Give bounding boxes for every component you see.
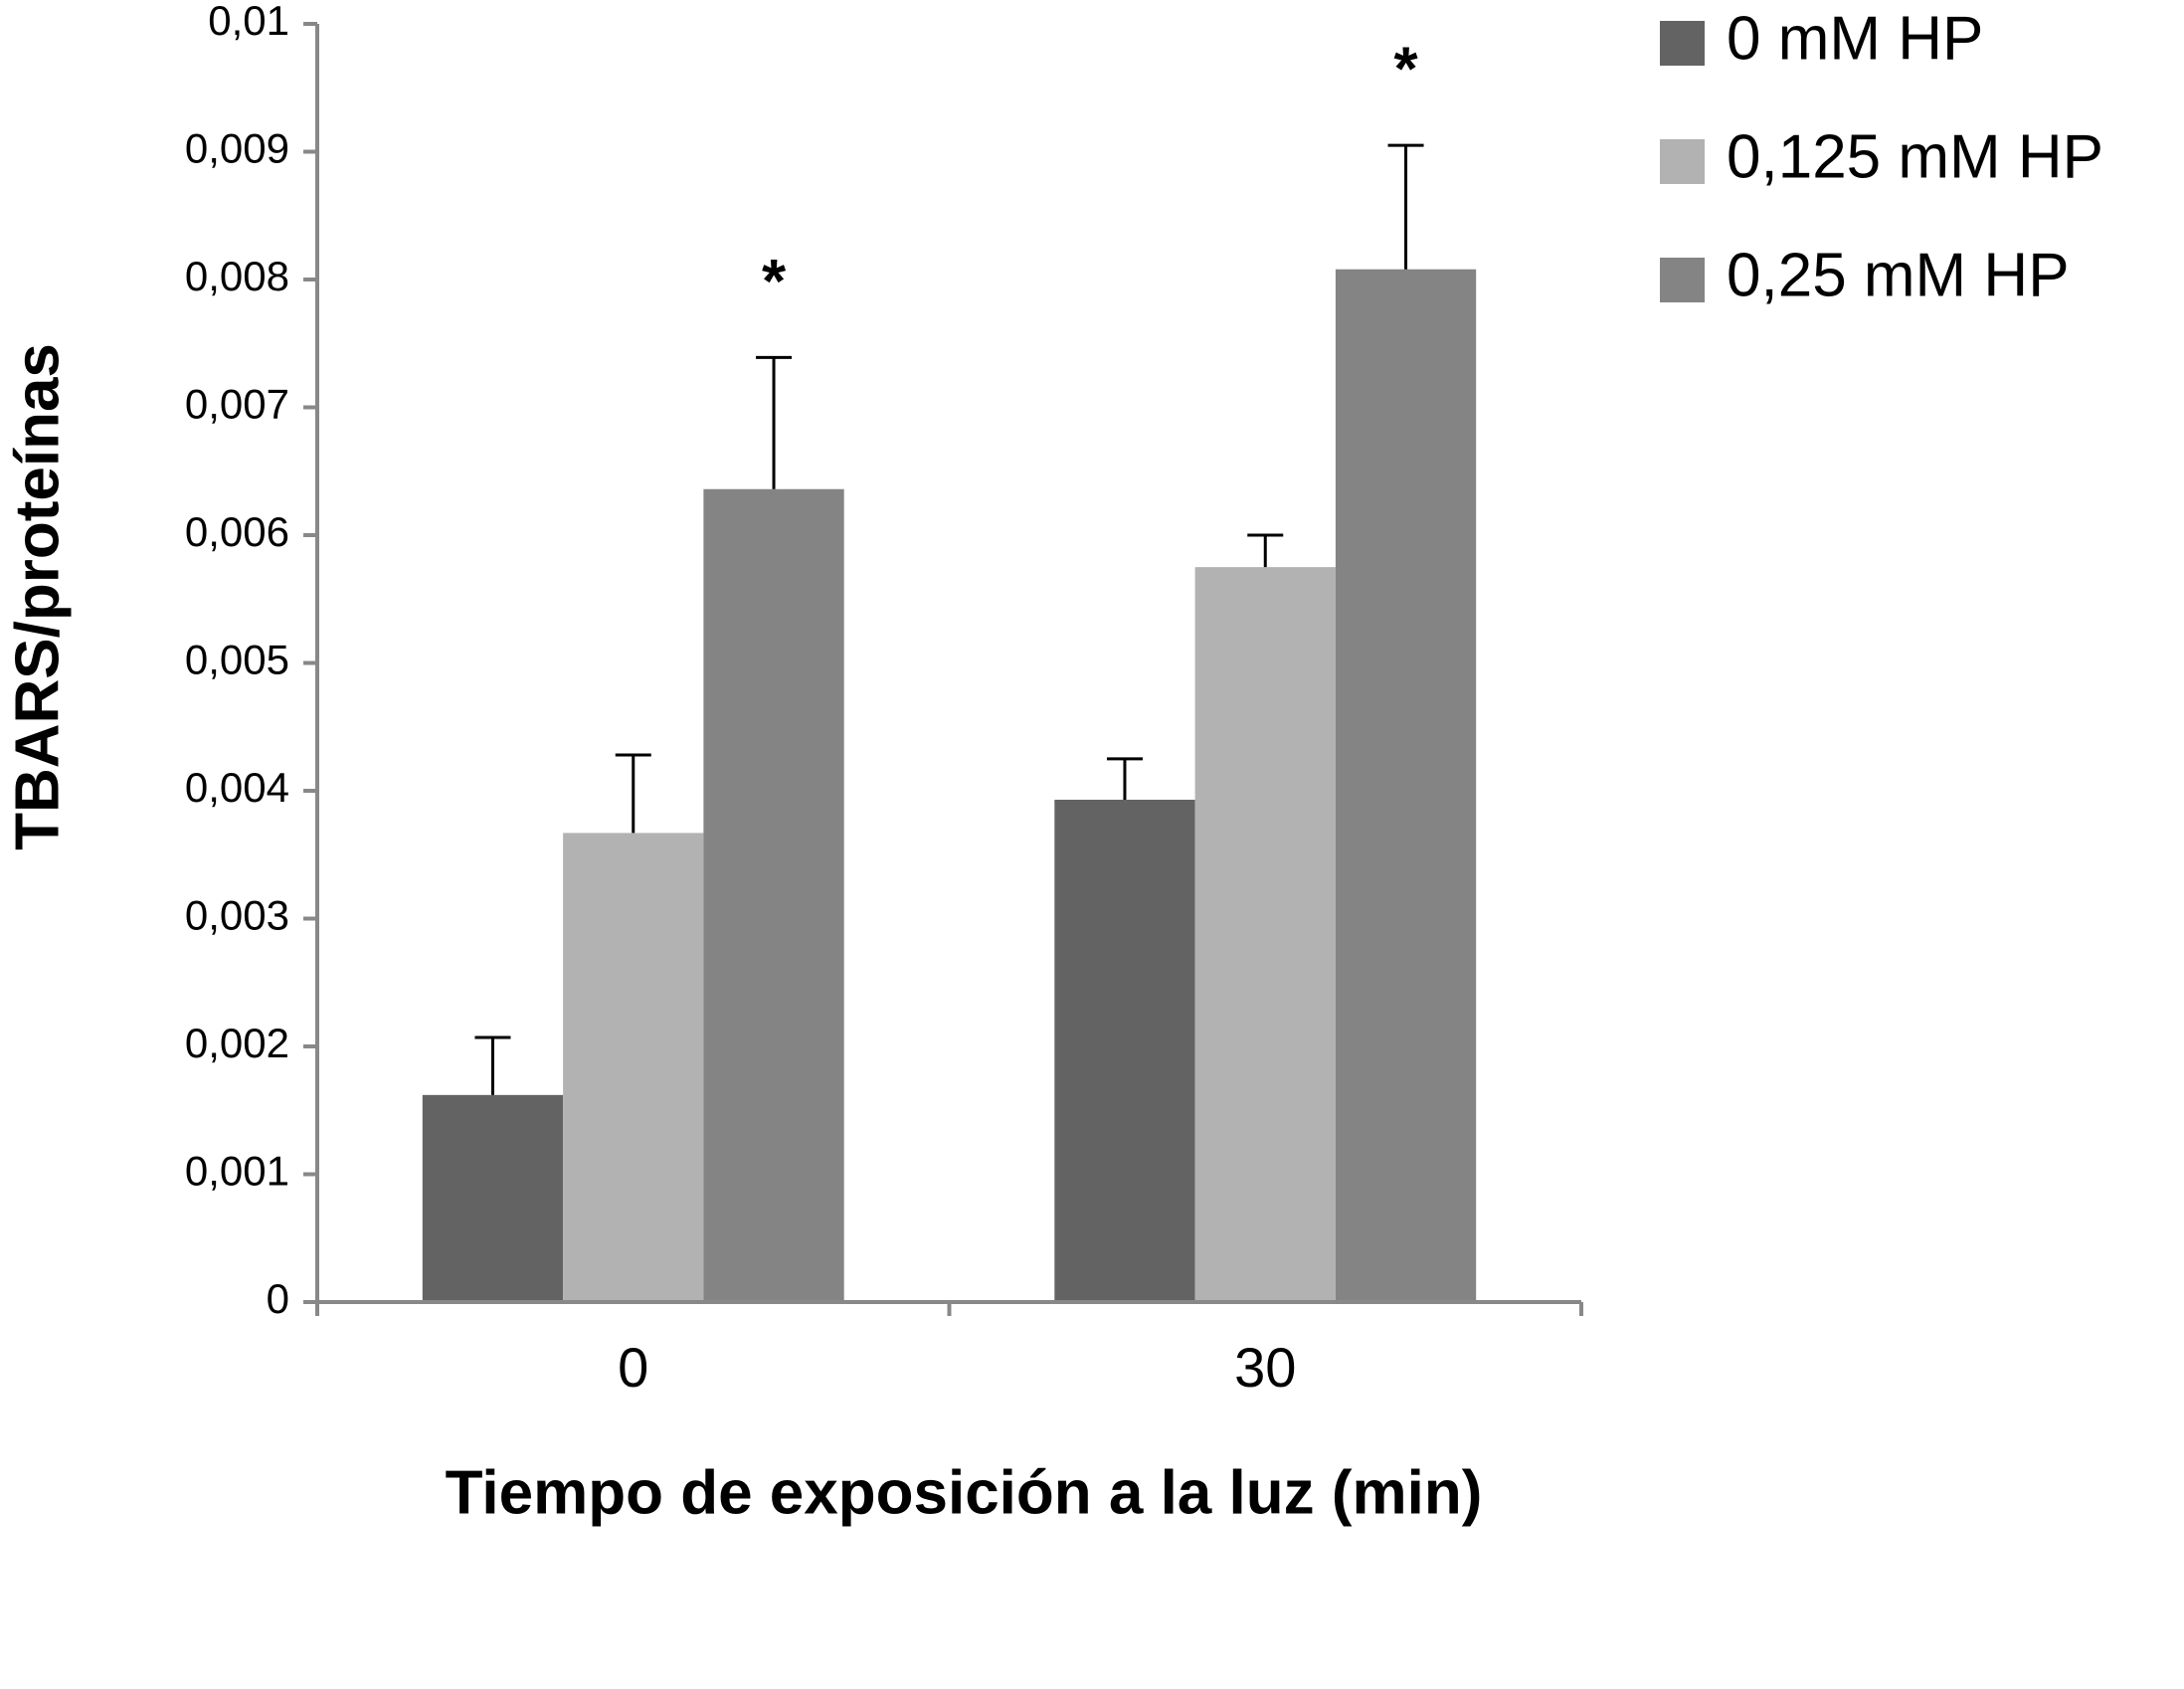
- legend-label: 0,25 mM HP: [1727, 241, 2070, 309]
- y-tick-label: 0,006: [185, 508, 289, 555]
- y-tick-label: 0: [267, 1275, 289, 1322]
- x-axis-title: Tiempo de exposición a la luz (min): [446, 1458, 1483, 1527]
- legend-label: 0 mM HP: [1727, 4, 1983, 73]
- y-tick-label: 0,002: [185, 1020, 289, 1066]
- bar: [422, 1094, 564, 1302]
- legend-label: 0,125 mM HP: [1727, 122, 2103, 191]
- x-tick-label: 30: [1234, 1336, 1296, 1399]
- bar: [1194, 567, 1336, 1302]
- bar: [703, 488, 844, 1302]
- y-tick-label: 0,005: [185, 637, 289, 683]
- bar: [563, 833, 704, 1302]
- y-tick-label: 0,009: [185, 125, 289, 172]
- y-tick-label: 0,001: [185, 1148, 289, 1195]
- x-tick-label: 0: [618, 1336, 648, 1399]
- y-tick-label: 0,003: [185, 892, 289, 939]
- significance-mark: *: [762, 248, 787, 316]
- y-tick-label: 0,007: [185, 381, 289, 428]
- significance-mark: *: [1393, 35, 1418, 103]
- y-axis-title: TBARS/proteínas: [3, 343, 72, 850]
- bar: [1335, 269, 1477, 1303]
- bar: [1054, 799, 1195, 1302]
- y-tick-label: 0,008: [185, 253, 289, 299]
- legend-swatch: [1660, 258, 1705, 302]
- y-tick-label: 0,01: [208, 0, 289, 44]
- legend-swatch: [1660, 21, 1705, 66]
- legend-swatch: [1660, 139, 1705, 184]
- y-tick-label: 0,004: [185, 764, 289, 811]
